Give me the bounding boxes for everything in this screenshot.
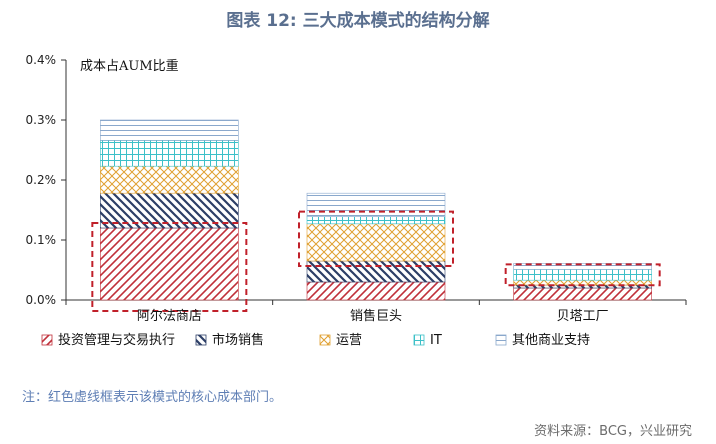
bar-segment: [100, 119, 239, 141]
legend-swatch: [413, 334, 425, 346]
bar-segment: [513, 269, 652, 281]
bar-segment: [306, 281, 446, 301]
bar-segment: [306, 260, 446, 283]
bar-segment: [100, 165, 239, 194]
highlight-box: [298, 210, 454, 268]
legend-swatch: [319, 334, 331, 346]
legend-label: 投资管理与交易执行: [58, 332, 175, 348]
legend-swatch: [41, 334, 53, 346]
legend-label: 运营: [336, 333, 362, 348]
bar-segment: [513, 263, 652, 270]
highlight-box: [91, 222, 248, 312]
y-tick-label: 0.2%: [26, 173, 57, 187]
legend-label: 市场销售: [212, 332, 264, 348]
bar-segment: [306, 223, 446, 262]
x-tick-label: 销售巨头: [350, 308, 402, 324]
footnote: 注：红色虚线框表示该模式的核心成本部门。: [22, 390, 283, 405]
chart-title: 图表 12: 三大成本模式的结构分解: [226, 11, 490, 31]
legend-swatch: [495, 334, 507, 346]
source-note: 资料来源：BCG，兴业研究: [534, 424, 692, 439]
x-tick-label: 阿尔法商店: [137, 309, 202, 324]
bar-segment: [100, 227, 239, 301]
highlight-box: [504, 263, 661, 287]
x-tick-label: 贝塔工厂: [557, 309, 609, 324]
bar-segment: [306, 216, 446, 225]
y-tick-label: 0.1%: [26, 233, 57, 247]
y-tick-label: 0.4%: [26, 53, 57, 67]
y-tick-label: 0.0%: [26, 293, 57, 307]
bar-segment: [100, 140, 239, 167]
legend-label: 其他商业支持: [512, 333, 590, 348]
chart-area: 0.0% 0.1% 0.2% 0.3% 0.4% 成本占AUM比重阿尔法商店 销售巨头 贝塔…: [0, 40, 716, 380]
bar-segment: [513, 287, 652, 301]
bar-segment: [306, 192, 446, 217]
legend-swatch: [195, 334, 207, 346]
y-axis-annotation: 成本占AUM比重: [80, 58, 179, 74]
y-tick-label: 0.3%: [26, 113, 57, 127]
legend-label: IT: [430, 333, 442, 348]
